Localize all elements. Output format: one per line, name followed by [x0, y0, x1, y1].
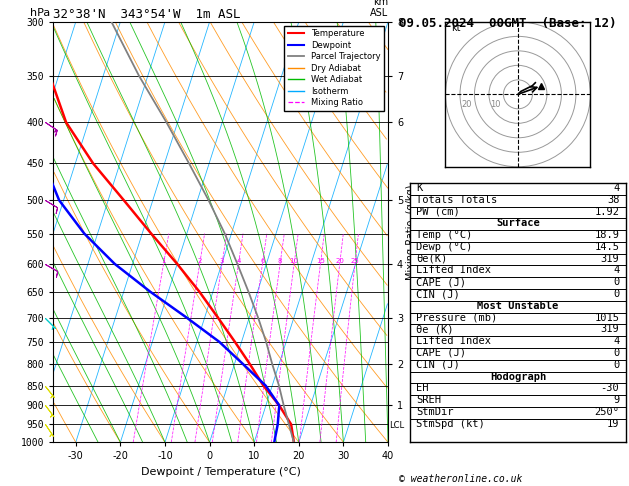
Text: 4: 4 — [237, 258, 241, 264]
Text: 8: 8 — [278, 258, 282, 264]
Text: 4: 4 — [613, 265, 620, 276]
Text: 20: 20 — [462, 100, 472, 109]
Text: -30: -30 — [601, 383, 620, 393]
Text: θe (K): θe (K) — [416, 324, 454, 334]
Text: 10: 10 — [491, 100, 501, 109]
Text: K: K — [416, 183, 423, 193]
Text: 250°: 250° — [594, 407, 620, 417]
Text: 1015: 1015 — [594, 312, 620, 323]
Text: 3: 3 — [220, 258, 225, 264]
Text: Surface: Surface — [496, 218, 540, 228]
Text: 1: 1 — [161, 258, 166, 264]
Text: 0: 0 — [613, 289, 620, 299]
Text: 25: 25 — [350, 258, 359, 264]
Text: 20: 20 — [335, 258, 344, 264]
Text: 6: 6 — [260, 258, 265, 264]
Text: 10: 10 — [289, 258, 299, 264]
Text: 0: 0 — [613, 277, 620, 287]
Text: Mixing Ratio  (g/kg): Mixing Ratio (g/kg) — [406, 184, 416, 280]
Text: Temp (°C): Temp (°C) — [416, 230, 473, 240]
Text: 14.5: 14.5 — [594, 242, 620, 252]
Text: SREH: SREH — [416, 395, 442, 405]
Text: Totals Totals: Totals Totals — [416, 195, 498, 205]
Text: 09.05.2024  00GMT  (Base: 12): 09.05.2024 00GMT (Base: 12) — [399, 17, 617, 30]
Text: km
ASL: km ASL — [370, 0, 388, 17]
Text: 38: 38 — [607, 195, 620, 205]
Text: Pressure (mb): Pressure (mb) — [416, 312, 498, 323]
Text: 19: 19 — [607, 418, 620, 429]
Text: PW (cm): PW (cm) — [416, 207, 460, 217]
Text: Hodograph: Hodograph — [490, 371, 546, 382]
Text: CAPE (J): CAPE (J) — [416, 348, 467, 358]
Legend: Temperature, Dewpoint, Parcel Trajectory, Dry Adiabat, Wet Adiabat, Isotherm, Mi: Temperature, Dewpoint, Parcel Trajectory… — [284, 26, 384, 111]
Text: 1.92: 1.92 — [594, 207, 620, 217]
Text: EH: EH — [416, 383, 429, 393]
Text: 0: 0 — [613, 348, 620, 358]
Text: 32°38'N  343°54'W  1m ASL: 32°38'N 343°54'W 1m ASL — [53, 8, 241, 21]
Text: 4: 4 — [613, 336, 620, 346]
Text: 15: 15 — [316, 258, 325, 264]
Text: CAPE (J): CAPE (J) — [416, 277, 467, 287]
Text: 9: 9 — [613, 395, 620, 405]
Text: Lifted Index: Lifted Index — [416, 336, 491, 346]
Text: © weatheronline.co.uk: © weatheronline.co.uk — [399, 473, 523, 484]
Text: 319: 319 — [601, 254, 620, 264]
Text: 0: 0 — [613, 360, 620, 370]
X-axis label: Dewpoint / Temperature (°C): Dewpoint / Temperature (°C) — [141, 467, 301, 477]
Text: Lifted Index: Lifted Index — [416, 265, 491, 276]
Text: hPa: hPa — [30, 8, 50, 17]
Text: θe(K): θe(K) — [416, 254, 448, 264]
Text: StmSpd (kt): StmSpd (kt) — [416, 418, 485, 429]
Text: 18.9: 18.9 — [594, 230, 620, 240]
Text: 2: 2 — [198, 258, 202, 264]
Text: CIN (J): CIN (J) — [416, 289, 460, 299]
Text: 319: 319 — [601, 324, 620, 334]
Text: 4: 4 — [613, 183, 620, 193]
Text: Most Unstable: Most Unstable — [477, 301, 559, 311]
Text: LCL: LCL — [389, 420, 404, 430]
Text: Dewp (°C): Dewp (°C) — [416, 242, 473, 252]
Text: CIN (J): CIN (J) — [416, 360, 460, 370]
Text: kt: kt — [451, 22, 461, 33]
Text: StmDir: StmDir — [416, 407, 454, 417]
